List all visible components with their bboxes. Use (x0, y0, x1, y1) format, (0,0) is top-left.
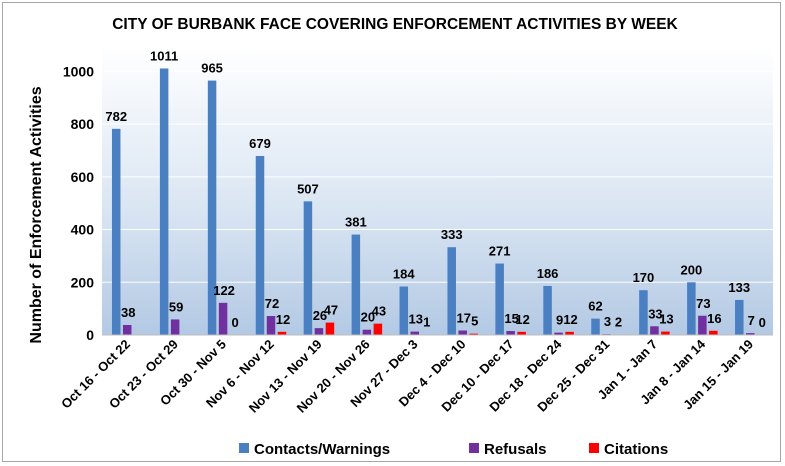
y-tick-1000: 1000 (63, 63, 94, 79)
data-label-contacts-warnings-jan-15-jan-19: 133 (728, 280, 750, 295)
bar-contacts-warnings-nov-13-nov-19 (303, 201, 313, 335)
data-label-refusals-jan-1-jan-7: 33 (648, 306, 662, 321)
data-label-contacts-warnings-dec-10-dec-17: 271 (489, 244, 511, 259)
y-axis-label: Number of Enforcement Activities (28, 86, 45, 343)
data-label-refusals-dec-4-dec-10: 17 (456, 311, 470, 326)
data-label-citations-jan-8-jan-14: 16 (707, 311, 721, 326)
legend-swatch-citations (589, 443, 599, 453)
bar-refusals-nov-27-dec-3 (410, 331, 420, 335)
data-label-refusals-oct-16-oct-22: 38 (121, 305, 135, 320)
chart-frame: CITY OF BURBANK FACE COVERING ENFORCEMEN… (2, 2, 781, 462)
data-label-refusals-dec-25-dec-31: 3 (604, 314, 611, 329)
bar-citations-dec-18-dec-24 (565, 331, 574, 335)
data-label-refusals-dec-10-dec-17: 15 (504, 311, 518, 326)
legend-swatch-contacts-warnings (239, 443, 249, 453)
bar-refusals-jan-1-jan-7 (650, 326, 659, 335)
chart-title: CITY OF BURBANK FACE COVERING ENFORCEMEN… (112, 16, 678, 33)
legend-label-contacts-warnings: Contacts/Warnings (254, 441, 390, 458)
data-label-contacts-warnings-dec-18-dec-24: 186 (537, 266, 559, 281)
bar-contacts-warnings-dec-18-dec-24 (543, 285, 552, 335)
data-label-contacts-warnings-dec-4-dec-10: 333 (441, 227, 463, 242)
legend-label-citations: Citations (604, 441, 668, 458)
data-label-citations-nov-27-dec-3: 1 (423, 315, 430, 330)
legend-label-refusals: Refusals (484, 441, 547, 458)
data-label-refusals-oct-23-oct-29: 59 (169, 299, 183, 314)
bar-citations-dec-4-dec-10 (469, 333, 478, 335)
bar-refusals-jan-15-jan-19 (746, 333, 755, 335)
y-tick-600: 600 (71, 169, 95, 185)
y-tick-800: 800 (71, 116, 95, 132)
bar-citations-jan-8-jan-14 (709, 330, 718, 335)
data-label-refusals-nov-20-nov-26: 20 (361, 310, 375, 325)
bar-citations-nov-20-nov-26 (373, 323, 383, 335)
bar-contacts-warnings-oct-30-nov-5 (207, 80, 217, 335)
data-label-contacts-warnings-nov-27-dec-3: 184 (393, 266, 415, 281)
bar-refusals-oct-30-nov-5 (218, 302, 228, 335)
y-tick-0: 0 (86, 327, 94, 343)
data-label-citations-dec-10-dec-17: 12 (515, 312, 529, 327)
bar-refusals-nov-20-nov-26 (362, 329, 372, 335)
data-label-contacts-warnings-jan-1-jan-7: 170 (633, 270, 655, 285)
y-tick-400: 400 (71, 222, 95, 238)
bar-refusals-oct-23-oct-29 (170, 319, 180, 335)
data-label-citations-dec-4-dec-10: 5 (471, 314, 478, 329)
bar-refusals-nov-13-nov-19 (314, 328, 324, 335)
bar-contacts-warnings-jan-15-jan-19 (735, 299, 744, 335)
bar-citations-dec-10-dec-17 (517, 331, 526, 335)
bar-contacts-warnings-jan-8-jan-14 (687, 282, 696, 335)
data-label-contacts-warnings-jan-8-jan-14: 200 (681, 262, 703, 277)
bar-contacts-warnings-dec-10-dec-17 (495, 263, 504, 335)
bar-citations-jan-1-jan-7 (661, 331, 670, 335)
bar-refusals-jan-8-jan-14 (698, 315, 707, 335)
data-label-refusals-nov-6-nov-12: 72 (265, 296, 279, 311)
bar-contacts-warnings-jan-1-jan-7 (639, 290, 648, 335)
data-label-refusals-jan-8-jan-14: 73 (696, 296, 710, 311)
data-label-refusals-oct-30-nov-5: 122 (213, 283, 235, 298)
data-label-contacts-warnings-oct-23-oct-29: 1011 (150, 48, 178, 63)
data-label-citations-jan-1-jan-7: 13 (659, 312, 673, 327)
data-label-citations-nov-6-nov-12: 12 (276, 312, 290, 327)
data-label-citations-nov-20-nov-26: 43 (372, 304, 386, 319)
legend: Contacts/Warnings Refusals Citations (239, 441, 668, 458)
bar-contacts-warnings-oct-16-oct-22 (111, 128, 121, 335)
bar-contacts-warnings-nov-20-nov-26 (351, 234, 361, 335)
data-label-citations-dec-18-dec-24: 12 (563, 312, 577, 327)
data-label-refusals-nov-27-dec-3: 13 (409, 312, 423, 327)
bar-citations-nov-6-nov-12 (277, 331, 287, 335)
plot-area (102, 45, 773, 335)
data-label-refusals-jan-15-jan-19: 7 (748, 313, 755, 328)
data-label-contacts-warnings-oct-30-nov-5: 965 (201, 61, 223, 76)
bar-refusals-oct-16-oct-22 (122, 324, 132, 335)
data-label-citations-nov-13-nov-19: 47 (324, 303, 338, 318)
data-label-contacts-warnings-nov-13-nov-19: 507 (297, 181, 319, 196)
data-label-contacts-warnings-nov-20-nov-26: 381 (345, 215, 367, 230)
bar-refusals-dec-18-dec-24 (554, 332, 563, 335)
data-label-contacts-warnings-nov-6-nov-12: 679 (249, 136, 271, 151)
bar-refusals-dec-4-dec-10 (458, 330, 467, 335)
bar-contacts-warnings-dec-25-dec-31 (591, 318, 600, 335)
bar-citations-nov-13-nov-19 (325, 322, 335, 335)
bar-contacts-warnings-nov-6-nov-12 (255, 155, 265, 335)
data-label-refusals-nov-13-nov-19: 26 (313, 308, 327, 323)
bar-contacts-warnings-nov-27-dec-3 (399, 286, 409, 335)
data-label-refusals-dec-18-dec-24: 9 (556, 313, 563, 328)
bar-refusals-nov-6-nov-12 (266, 316, 276, 335)
data-label-contacts-warnings-dec-25-dec-31: 62 (588, 299, 602, 314)
bar-contacts-warnings-oct-23-oct-29 (159, 68, 169, 336)
legend-swatch-refusals (469, 443, 479, 453)
data-label-citations-dec-25-dec-31: 2 (615, 314, 622, 329)
data-label-citations-jan-15-jan-19: 0 (759, 315, 766, 330)
bar-chart: CITY OF BURBANK FACE COVERING ENFORCEMEN… (28, 16, 773, 458)
bar-contacts-warnings-dec-4-dec-10 (447, 247, 456, 335)
data-label-citations-oct-30-nov-5: 0 (231, 315, 238, 330)
y-tick-200: 200 (71, 274, 95, 290)
bar-refusals-dec-10-dec-17 (506, 331, 515, 335)
data-label-contacts-warnings-oct-16-oct-22: 782 (105, 109, 127, 124)
